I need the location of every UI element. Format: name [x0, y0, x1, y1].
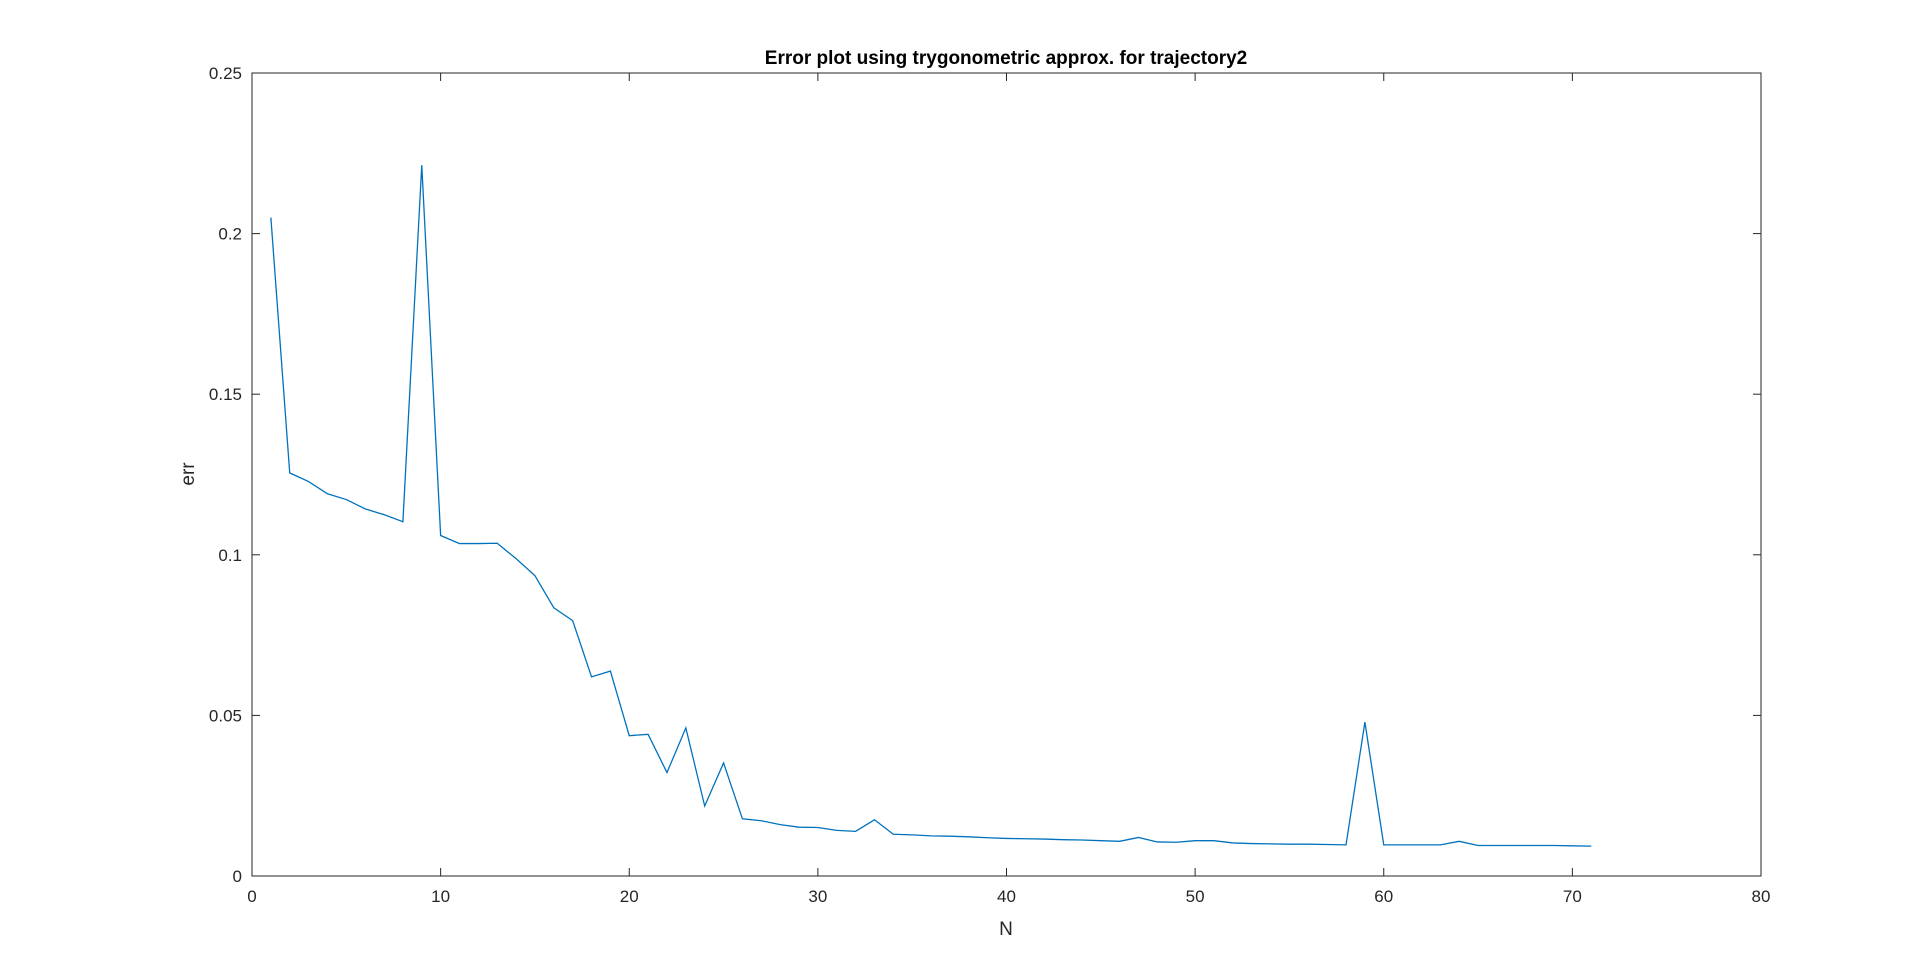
y-tick-label: 0.05	[209, 706, 242, 725]
x-tick-label: 70	[1563, 887, 1582, 906]
y-tick-label: 0	[233, 867, 242, 886]
y-tick-label: 0.2	[218, 225, 242, 244]
x-axis-ticks: 0 10 20 30 40 50 60 70 80	[247, 73, 1770, 906]
x-tick-label: 30	[808, 887, 827, 906]
y-axis-ticks: 0 0.05 0.1 0.15 0.2 0.25	[209, 64, 1761, 886]
series-layer	[270, 165, 1592, 847]
x-tick-label: 80	[1752, 887, 1771, 906]
y-tick-label: 0.1	[218, 546, 242, 565]
chart-title: Error plot using trygonometric approx. f…	[765, 48, 1247, 69]
plot-area	[252, 73, 1761, 876]
y-tick-label: 0.15	[209, 385, 242, 404]
series-line	[270, 165, 1592, 847]
x-tick-label: 20	[620, 887, 639, 906]
y-axis-label: err	[178, 462, 199, 486]
x-tick-label: 10	[431, 887, 450, 906]
y-tick-label: 0.25	[209, 64, 242, 83]
x-tick-label: 60	[1374, 887, 1393, 906]
x-tick-label: 0	[247, 887, 256, 906]
x-tick-label: 50	[1186, 887, 1205, 906]
x-tick-label: 40	[997, 887, 1016, 906]
x-axis-label: N	[999, 919, 1013, 940]
axes-box	[251, 72, 1762, 877]
